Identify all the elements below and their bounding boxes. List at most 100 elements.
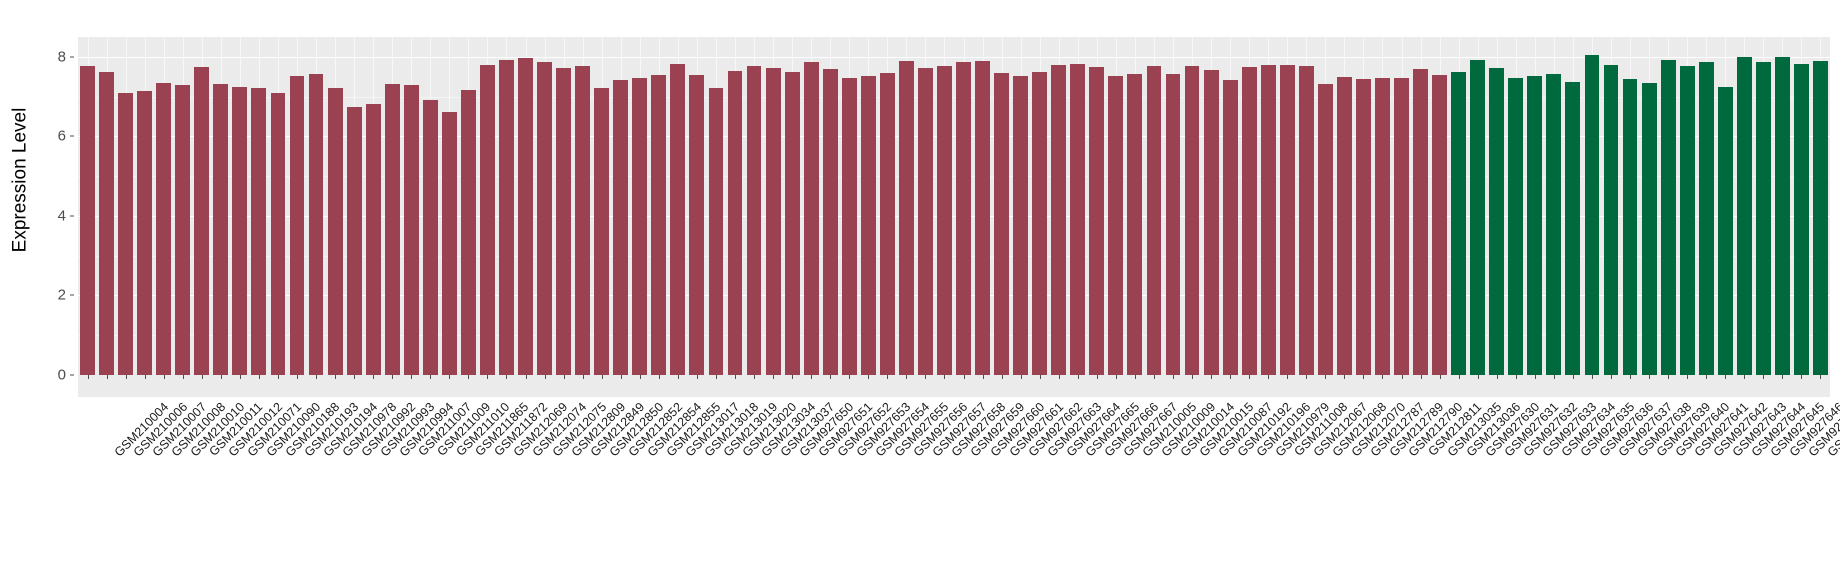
- x-axis-tick-mark: [1306, 375, 1307, 379]
- bar: [518, 57, 533, 375]
- bar: [1527, 75, 1543, 375]
- x-axis-tick-mark: [1154, 375, 1155, 379]
- gridline-minor-horizontal: [78, 96, 1830, 98]
- x-axis-tick-mark: [335, 375, 336, 379]
- x-axis-tick-mark: [792, 375, 793, 379]
- x-axis-tick-mark: [88, 375, 89, 379]
- bar: [480, 64, 495, 375]
- bar: [1089, 67, 1105, 375]
- x-axis-tick-mark: [526, 375, 527, 379]
- bar: [1146, 66, 1162, 375]
- x-axis-tick-mark: [202, 375, 203, 379]
- bar: [1755, 61, 1771, 375]
- bar: [784, 72, 800, 375]
- x-axis-tick-mark: [259, 375, 260, 379]
- x-axis-tick-mark: [754, 375, 755, 379]
- bar: [1451, 72, 1467, 375]
- x-axis-tick-mark: [1706, 375, 1707, 379]
- gridline-major-horizontal: [78, 136, 1830, 138]
- x-axis-tick-mark: [1325, 375, 1326, 379]
- x-axis-tick-mark: [621, 375, 622, 379]
- bar: [803, 61, 819, 375]
- x-axis-tick-mark: [1573, 375, 1574, 379]
- x-axis-tick-mark: [506, 375, 507, 379]
- bar: [1679, 66, 1695, 375]
- x-axis-tick-mark: [1611, 375, 1612, 379]
- x-axis-tick-mark: [373, 375, 374, 379]
- bar: [422, 99, 438, 375]
- x-axis-tick-mark: [1820, 375, 1821, 379]
- bar: [1794, 64, 1809, 375]
- x-axis-tick-mark: [354, 375, 355, 379]
- bar: [1470, 60, 1486, 375]
- bar: [956, 61, 971, 375]
- bar: [746, 65, 762, 375]
- bar: [118, 92, 134, 375]
- x-axis-tick-mark: [1002, 375, 1003, 379]
- y-axis-tick-mark: [70, 294, 74, 296]
- x-axis-tick-mark: [640, 375, 641, 379]
- bar: [327, 87, 343, 375]
- bar: [1032, 71, 1048, 375]
- gridline-minor-horizontal: [78, 176, 1830, 178]
- x-axis-tick-mark: [430, 375, 431, 379]
- bar: [289, 75, 305, 375]
- x-axis-tick-mark: [1230, 375, 1231, 379]
- y-axis-tick-label: 6: [57, 127, 66, 145]
- gridline-major-horizontal: [78, 56, 1830, 58]
- bar: [156, 82, 172, 375]
- x-axis-tick-mark: [773, 375, 774, 379]
- bar: [270, 92, 286, 375]
- gridline-minor-horizontal: [78, 335, 1830, 337]
- bar: [137, 91, 153, 375]
- gridline-major-horizontal: [78, 215, 1830, 217]
- bar: [1432, 75, 1448, 375]
- bar: [1375, 77, 1390, 375]
- bar: [860, 75, 876, 375]
- x-axis-tick-mark: [1040, 375, 1041, 379]
- bar: [1546, 73, 1562, 375]
- y-axis-tick-label: 2: [57, 286, 66, 304]
- x-axis-tick-mark: [1059, 375, 1060, 379]
- x-axis-tick-mark: [906, 375, 907, 379]
- bar: [1813, 60, 1828, 375]
- x-axis-tick-mark: [487, 375, 488, 379]
- bar: [632, 77, 648, 375]
- bar: [403, 84, 419, 375]
- bar: [251, 87, 267, 375]
- bar: [1565, 81, 1581, 375]
- x-axis-tick-mark: [1592, 375, 1593, 379]
- y-axis-tick-label: 0: [57, 366, 66, 384]
- bar: [1622, 78, 1638, 375]
- x-axis-tick-mark: [240, 375, 241, 379]
- bar: [822, 68, 838, 375]
- bar: [1489, 68, 1505, 375]
- x-axis-tick-mark: [1211, 375, 1212, 379]
- bar: [175, 85, 191, 375]
- bar: [613, 79, 629, 375]
- bar: [1736, 56, 1752, 375]
- bar: [1774, 56, 1790, 375]
- y-axis-title-label: Expression Level: [9, 107, 31, 253]
- bar: [765, 67, 781, 375]
- x-axis-tick-mark: [1192, 375, 1193, 379]
- bar: [1051, 64, 1067, 375]
- x-axis-tick-mark: [297, 375, 298, 379]
- bar: [575, 65, 591, 375]
- bar: [898, 60, 914, 375]
- bar: [841, 77, 857, 375]
- x-axis-tick-mark: [1687, 375, 1688, 379]
- x-axis-tick-mark: [1668, 375, 1669, 379]
- bar: [670, 63, 686, 375]
- x-axis-tick-mark: [1459, 375, 1460, 379]
- bar: [99, 72, 114, 375]
- bar: [975, 60, 990, 375]
- x-axis-tick-mark: [1382, 375, 1383, 379]
- x-axis-tick-mark: [944, 375, 945, 379]
- bar: [1165, 74, 1181, 375]
- bar: [1222, 79, 1238, 375]
- x-axis-tick-mark: [564, 375, 565, 379]
- bar: [1698, 61, 1714, 375]
- bar: [594, 87, 610, 375]
